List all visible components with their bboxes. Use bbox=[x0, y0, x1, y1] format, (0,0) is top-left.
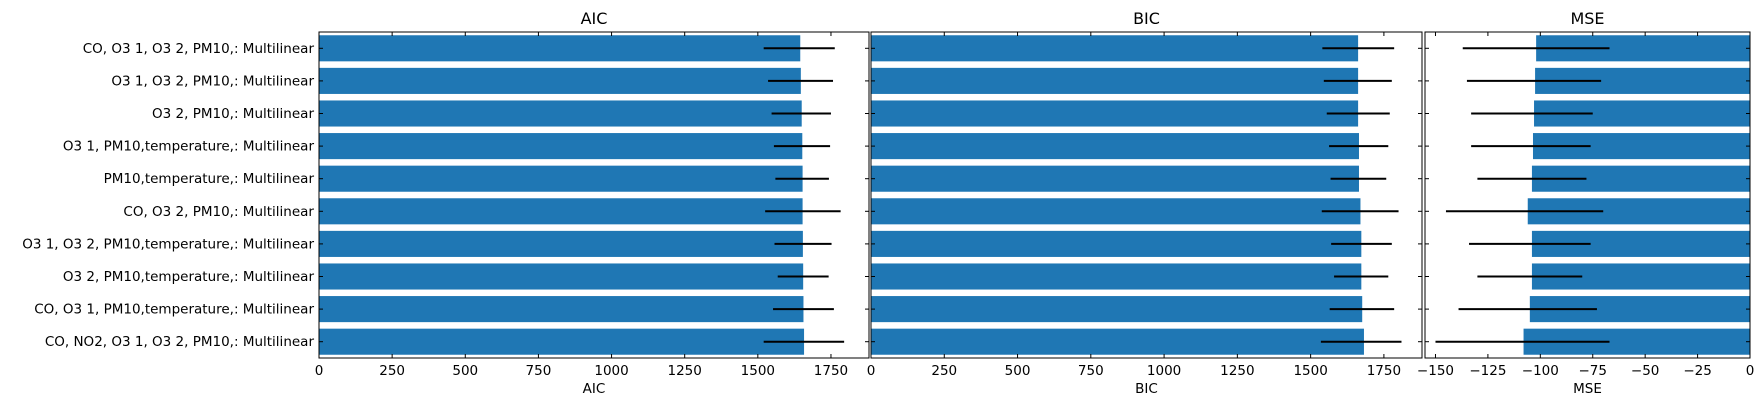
axes-frame bbox=[870, 31, 1423, 359]
x-tick-label: 0 bbox=[1746, 363, 1755, 379]
bar bbox=[319, 165, 803, 192]
x-tick-label: 750 bbox=[526, 363, 552, 379]
x-tick-label: 500 bbox=[452, 363, 478, 379]
x-tick-label: 250 bbox=[931, 363, 957, 379]
x-axis-label: AIC bbox=[583, 381, 606, 397]
x-axis-label: MSE bbox=[1573, 381, 1602, 397]
bar bbox=[319, 100, 802, 127]
panel-title: BIC bbox=[1133, 9, 1160, 28]
x-tick-label: −75 bbox=[1578, 363, 1607, 379]
bar bbox=[319, 328, 805, 355]
category-label: CO, O3 1, PM10,temperature,: Multilinear bbox=[34, 302, 314, 318]
x-tick-label: 0 bbox=[315, 363, 324, 379]
category-label: CO, O3 1, O3 2, PM10,: Multilinear bbox=[83, 41, 315, 57]
x-tick-label: −50 bbox=[1631, 363, 1660, 379]
bar bbox=[871, 328, 1364, 355]
x-tick-label: 1000 bbox=[1147, 363, 1181, 379]
x-tick-label: −125 bbox=[1469, 363, 1506, 379]
panel-mse: −150 −125 −100 −75 −50 −25 0 MSE MSE bbox=[1417, 9, 1754, 397]
category-label: O3 1, O3 2, PM10,: Multilinear bbox=[111, 73, 314, 89]
bar bbox=[319, 263, 804, 290]
bar bbox=[871, 133, 1359, 160]
x-tick-label: −25 bbox=[1683, 363, 1712, 379]
x-tick-label: 1750 bbox=[814, 363, 848, 379]
x-tick-label: 1500 bbox=[741, 363, 775, 379]
bar bbox=[319, 133, 803, 160]
axes-frame bbox=[1424, 31, 1751, 359]
x-tick-label: 750 bbox=[1078, 363, 1104, 379]
bar bbox=[871, 296, 1363, 323]
x-tick-label: −150 bbox=[1417, 363, 1454, 379]
category-label: CO, NO2, O3 1, O3 2, PM10,: Multilinear bbox=[45, 334, 315, 350]
axes-frame bbox=[318, 31, 870, 359]
bar bbox=[871, 165, 1359, 192]
bar bbox=[871, 100, 1359, 127]
x-tick-label: 1500 bbox=[1293, 363, 1327, 379]
bar bbox=[319, 198, 803, 225]
category-label: O3 2, PM10,temperature,: Multilinear bbox=[63, 269, 315, 285]
category-label: CO, O3 2, PM10,: Multilinear bbox=[123, 204, 314, 220]
x-tick-label: −100 bbox=[1522, 363, 1559, 379]
category-label: O3 1, O3 2, PM10,temperature,: Multiline… bbox=[22, 236, 314, 252]
y-axis-labels: CO, O3 1, O3 2, PM10,: Multilinear O3 1, … bbox=[22, 41, 314, 350]
bar bbox=[871, 35, 1359, 62]
bar bbox=[319, 296, 804, 323]
bar bbox=[871, 198, 1361, 225]
bar bbox=[319, 67, 801, 94]
x-tick-label: 1750 bbox=[1367, 363, 1401, 379]
x-tick-label: 1000 bbox=[594, 363, 628, 379]
x-tick-label: 500 bbox=[1005, 363, 1031, 379]
category-label: O3 2, PM10,: Multilinear bbox=[152, 106, 314, 122]
panel-aic: 0 250 500 750 1000 1250 1500 1750 AIC AIC bbox=[315, 9, 870, 397]
bar bbox=[871, 230, 1362, 257]
panels: 0 250 500 750 1000 1250 1500 1750 AIC AIC 0 250 500 7… bbox=[315, 9, 1755, 397]
category-label: O3 1, PM10,temperature,: Multilinear bbox=[63, 139, 315, 155]
panel-title: AIC bbox=[581, 9, 608, 28]
panel-bic: 0 250 500 750 1000 1250 1500 1750 BIC BIC bbox=[867, 9, 1423, 397]
bar bbox=[319, 35, 801, 62]
x-tick-label: 0 bbox=[867, 363, 876, 379]
x-tick-label: 1250 bbox=[668, 363, 702, 379]
category-label: PM10,temperature,: Multilinear bbox=[104, 171, 315, 187]
bar bbox=[319, 230, 803, 257]
bar bbox=[871, 67, 1359, 94]
x-tick-label: 250 bbox=[379, 363, 405, 379]
x-axis-label: BIC bbox=[1135, 381, 1158, 397]
bar bbox=[871, 263, 1362, 290]
panel-title: MSE bbox=[1570, 9, 1604, 28]
x-tick-label: 1250 bbox=[1220, 363, 1254, 379]
